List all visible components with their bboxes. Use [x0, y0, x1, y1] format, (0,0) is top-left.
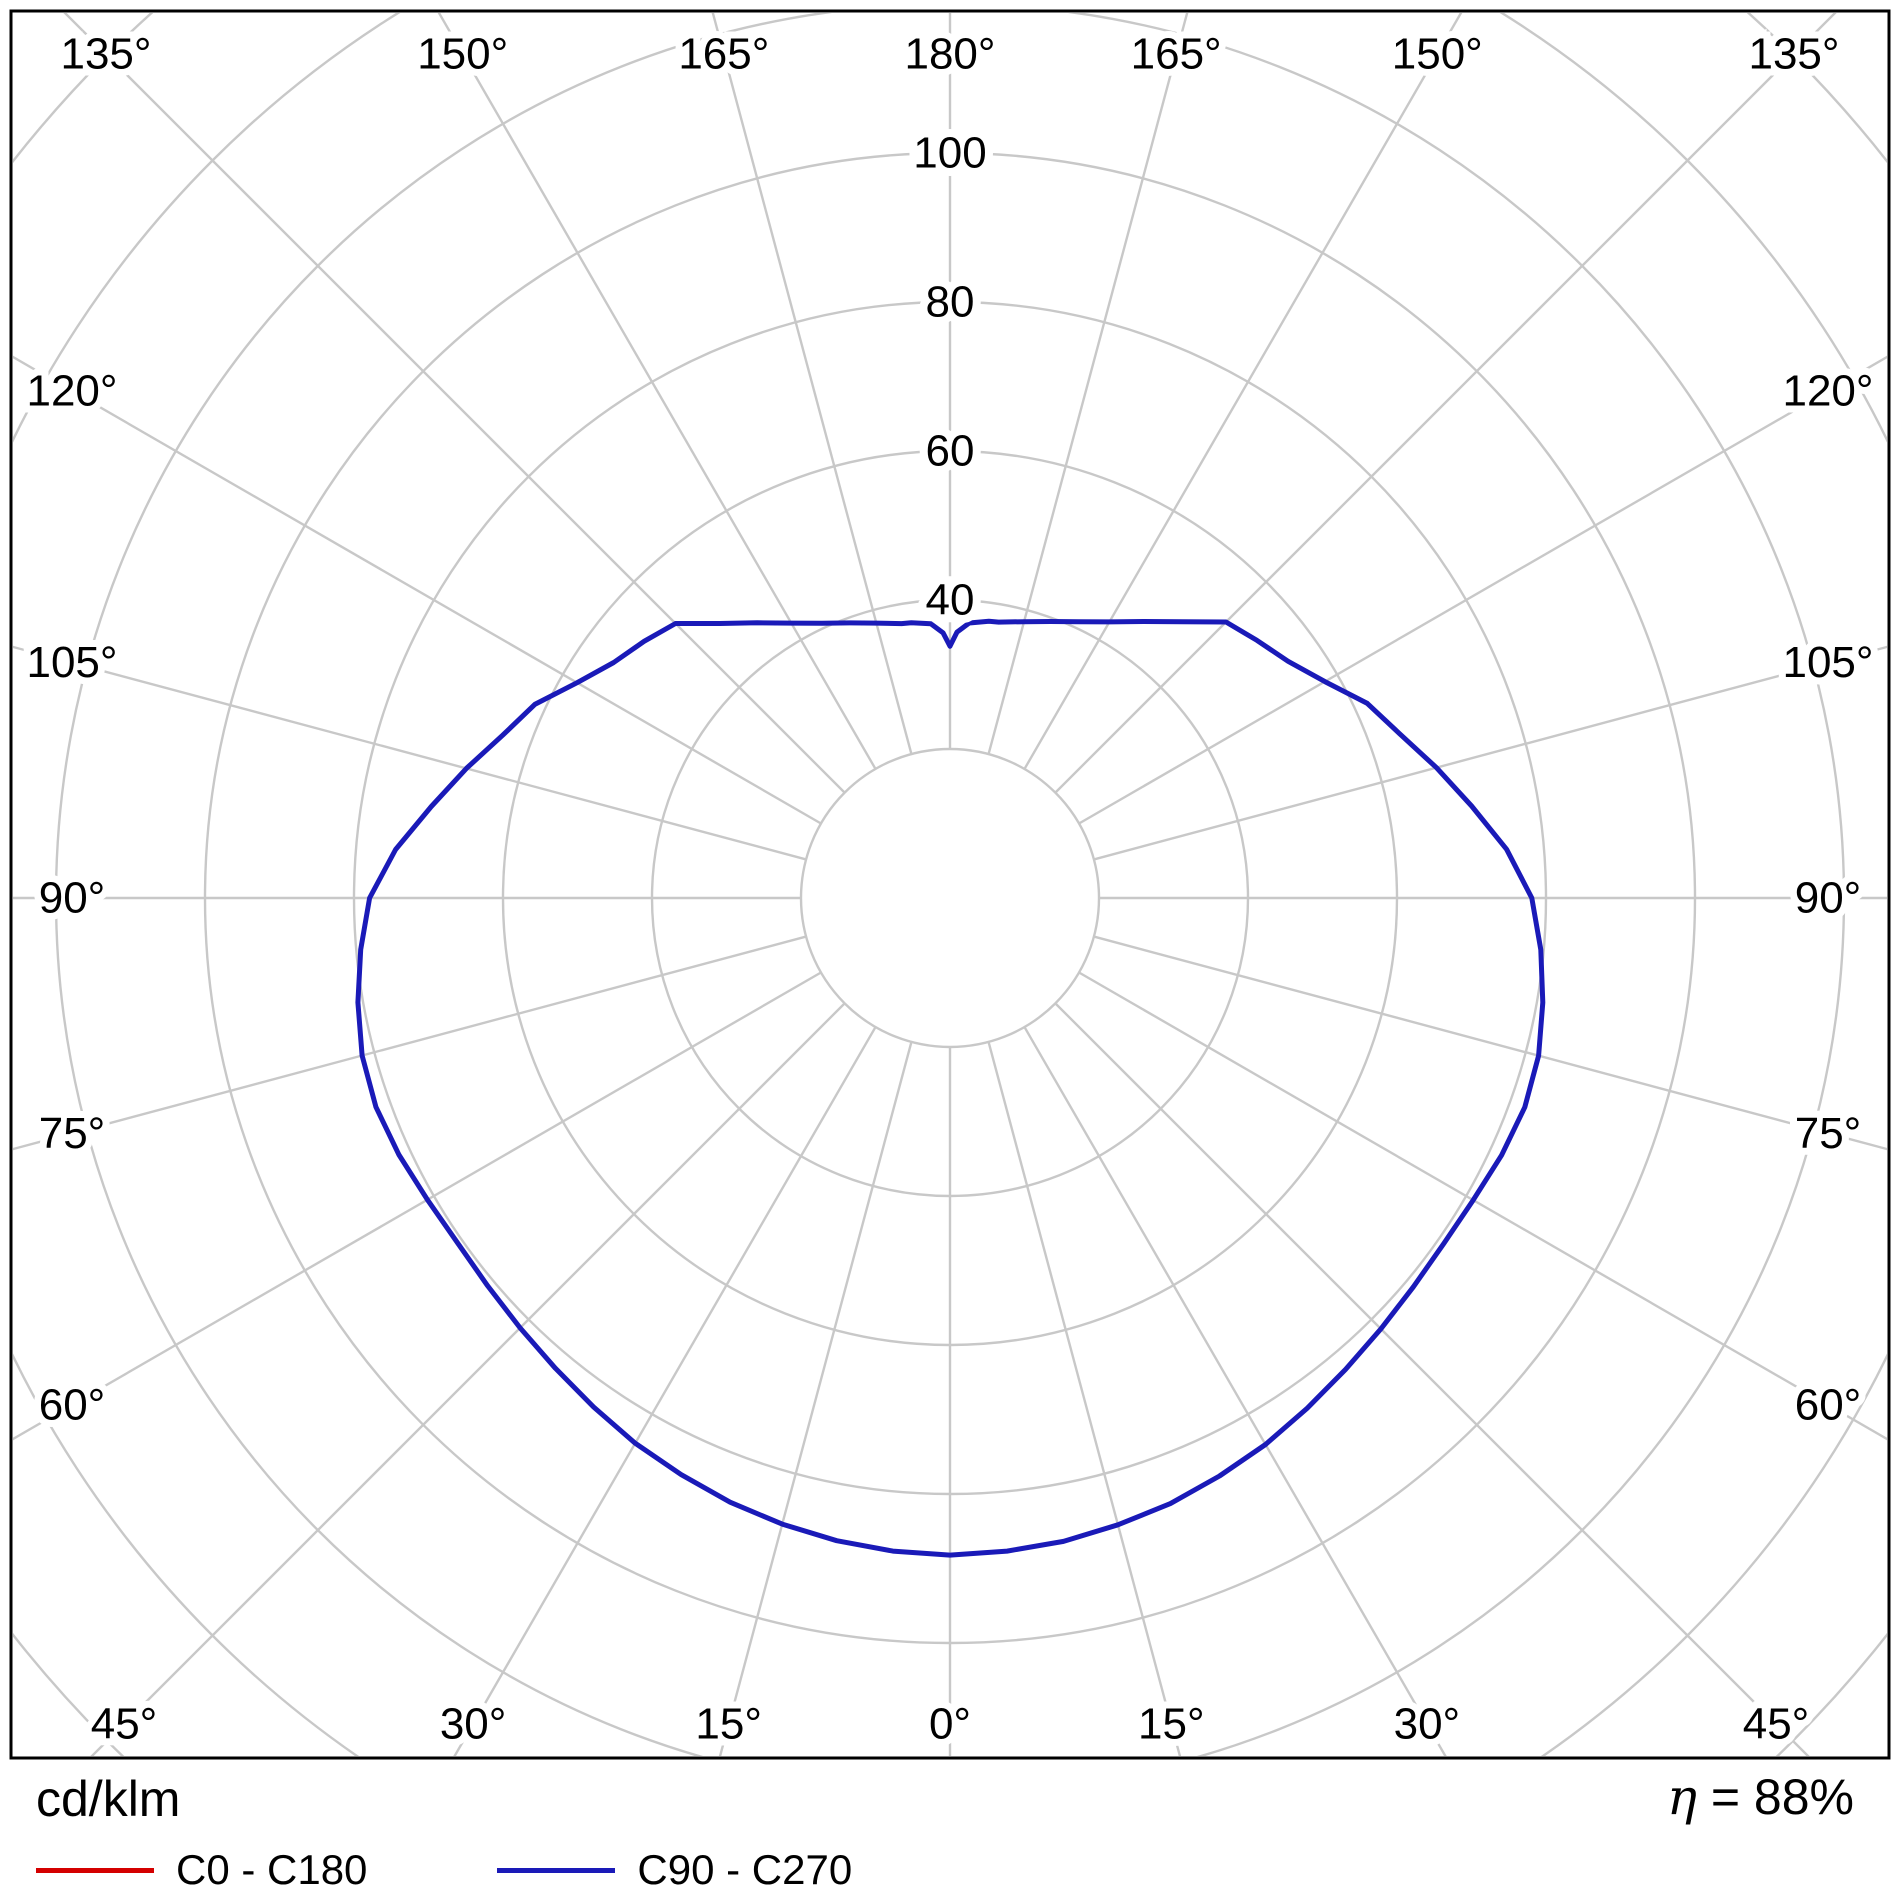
legend-item-c90-c270: C90 - C270 — [497, 1846, 852, 1894]
efficiency-value: = 88% — [1696, 1769, 1854, 1825]
svg-text:135°: 135° — [60, 30, 151, 79]
unit-label: cd/klm — [36, 1771, 181, 1827]
efficiency-label: η = 88% — [1667, 1768, 1854, 1826]
svg-text:80: 80 — [926, 278, 975, 327]
legend-label-c90-c270: C90 - C270 — [637, 1846, 853, 1893]
legend-swatch-c0-c180 — [36, 1867, 154, 1873]
svg-text:0°: 0° — [929, 1700, 971, 1749]
svg-text:165°: 165° — [678, 30, 769, 79]
legend-swatch-c90-c270 — [497, 1867, 616, 1873]
legend-label-c0-c180: C0 - C180 — [176, 1846, 368, 1893]
svg-text:30°: 30° — [440, 1700, 507, 1749]
svg-text:135°: 135° — [1748, 30, 1839, 79]
svg-text:30°: 30° — [1394, 1700, 1461, 1749]
svg-text:60°: 60° — [39, 1380, 106, 1429]
svg-text:180°: 180° — [904, 30, 995, 79]
svg-text:45°: 45° — [91, 1700, 158, 1749]
chart-footer: cd/klm η = 88% C0 - C180 C90 - C270 — [0, 1758, 1900, 1900]
svg-text:150°: 150° — [1392, 30, 1483, 79]
svg-text:100: 100 — [913, 129, 986, 178]
svg-text:120°: 120° — [1782, 367, 1873, 416]
svg-text:75°: 75° — [1795, 1109, 1862, 1158]
svg-text:105°: 105° — [26, 638, 117, 687]
svg-text:15°: 15° — [695, 1700, 762, 1749]
legend-item-c0-c180: C0 - C180 — [36, 1846, 367, 1894]
svg-text:60: 60 — [926, 427, 975, 476]
svg-text:45°: 45° — [1743, 1700, 1810, 1749]
svg-text:60°: 60° — [1795, 1380, 1862, 1429]
svg-text:90°: 90° — [39, 874, 106, 923]
svg-text:120°: 120° — [26, 367, 117, 416]
svg-text:15°: 15° — [1138, 1700, 1205, 1749]
svg-text:40: 40 — [926, 576, 975, 625]
legend: C0 - C180 C90 - C270 — [36, 1846, 852, 1894]
svg-text:90°: 90° — [1795, 874, 1862, 923]
svg-text:165°: 165° — [1131, 30, 1222, 79]
svg-text:75°: 75° — [39, 1109, 106, 1158]
svg-text:105°: 105° — [1782, 638, 1873, 687]
eta-symbol: η — [1666, 1768, 1697, 1826]
svg-text:150°: 150° — [417, 30, 508, 79]
